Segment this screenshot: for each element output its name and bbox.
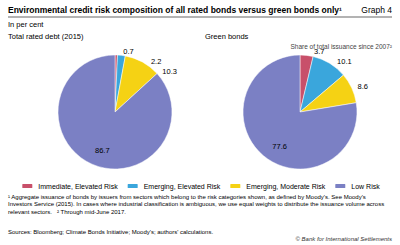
svg-text:Emerging, Elevated Risk: Emerging, Elevated Risk xyxy=(144,183,221,191)
svg-text:relevant sectors. ² Through: relevant sectors. ² Through mid-June 201… xyxy=(8,209,126,215)
svg-text:Sources: Bloomberg; Climate Bo: Sources: Bloomberg; Climate Bonds Initia… xyxy=(8,229,213,235)
svg-text:10.3: 10.3 xyxy=(162,67,177,76)
svg-text:Total rated debt (2015): Total rated debt (2015) xyxy=(8,32,84,41)
svg-text:3.7: 3.7 xyxy=(314,47,324,56)
svg-text:Emerging, Moderate Risk: Emerging, Moderate Risk xyxy=(246,183,325,191)
svg-text:77.6: 77.6 xyxy=(272,142,287,151)
svg-text:Graph 4: Graph 4 xyxy=(361,5,392,15)
svg-text:¹ Aggregate issuance of bonds: ¹ Aggregate issuance of bonds by issuers… xyxy=(8,194,367,200)
svg-text:Environmental credit risk comp: Environmental credit risk composition of… xyxy=(8,5,342,15)
svg-text:2.2: 2.2 xyxy=(151,57,161,66)
svg-text:In per cent: In per cent xyxy=(8,20,44,29)
svg-text:Low Risk: Low Risk xyxy=(351,183,380,190)
svg-text:Green bonds: Green bonds xyxy=(205,32,249,41)
svg-text:Immediate, Elevated Risk: Immediate, Elevated Risk xyxy=(38,183,118,190)
svg-text:8.6: 8.6 xyxy=(358,82,368,91)
svg-text:0.7: 0.7 xyxy=(123,47,133,56)
svg-text:Share of total issuance since: Share of total issuance since 2007² xyxy=(290,43,392,50)
svg-text:© Bank for International Settl: © Bank for International Settlements xyxy=(296,236,392,242)
svg-text:10.1: 10.1 xyxy=(337,57,352,66)
svg-text:86.7: 86.7 xyxy=(95,146,110,155)
svg-text:Investors Service (2015). In c: Investors Service (2015). In cases where… xyxy=(8,201,386,207)
